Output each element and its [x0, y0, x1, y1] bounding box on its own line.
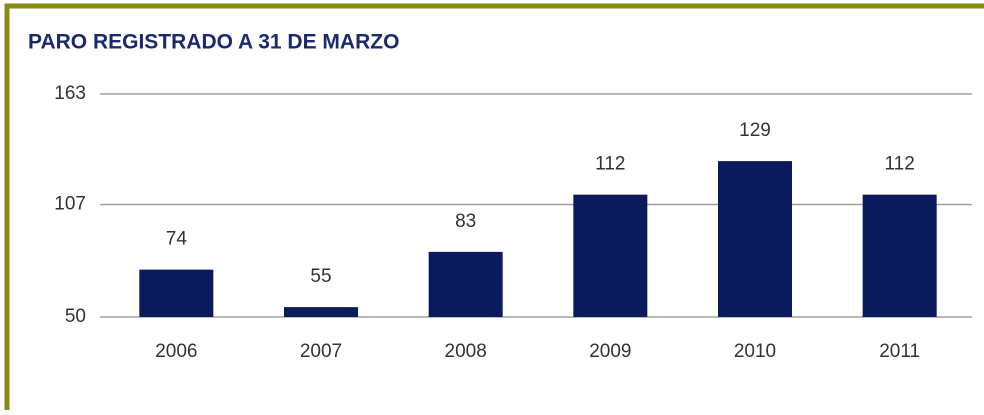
data-label: 74 [166, 229, 188, 250]
data-label: 112 [595, 154, 625, 175]
x-tick-label: 2006 [155, 341, 197, 362]
y-tick-label: 107 [54, 194, 86, 215]
x-tick-label: 2011 [879, 341, 920, 362]
x-tick-label: 2008 [445, 341, 487, 362]
bar [428, 251, 503, 317]
y-tick-label: 163 [54, 83, 86, 104]
data-label: 55 [310, 266, 331, 287]
data-label: 83 [455, 211, 476, 232]
bar [284, 307, 358, 317]
data-label: 112 [885, 154, 915, 175]
data-label: 129 [739, 120, 771, 141]
bar [718, 161, 792, 317]
x-tick-label: 2009 [589, 341, 631, 362]
bar [862, 194, 937, 317]
frame [4, 3, 984, 415]
bar [573, 194, 648, 317]
chart-title: PARO REGISTRADO A 31 DE MARZO [28, 31, 399, 54]
bar [139, 269, 214, 317]
x-tick-label: 2007 [300, 341, 342, 362]
x-tick-label: 2010 [734, 341, 776, 362]
y-tick-label: 50 [65, 306, 86, 327]
